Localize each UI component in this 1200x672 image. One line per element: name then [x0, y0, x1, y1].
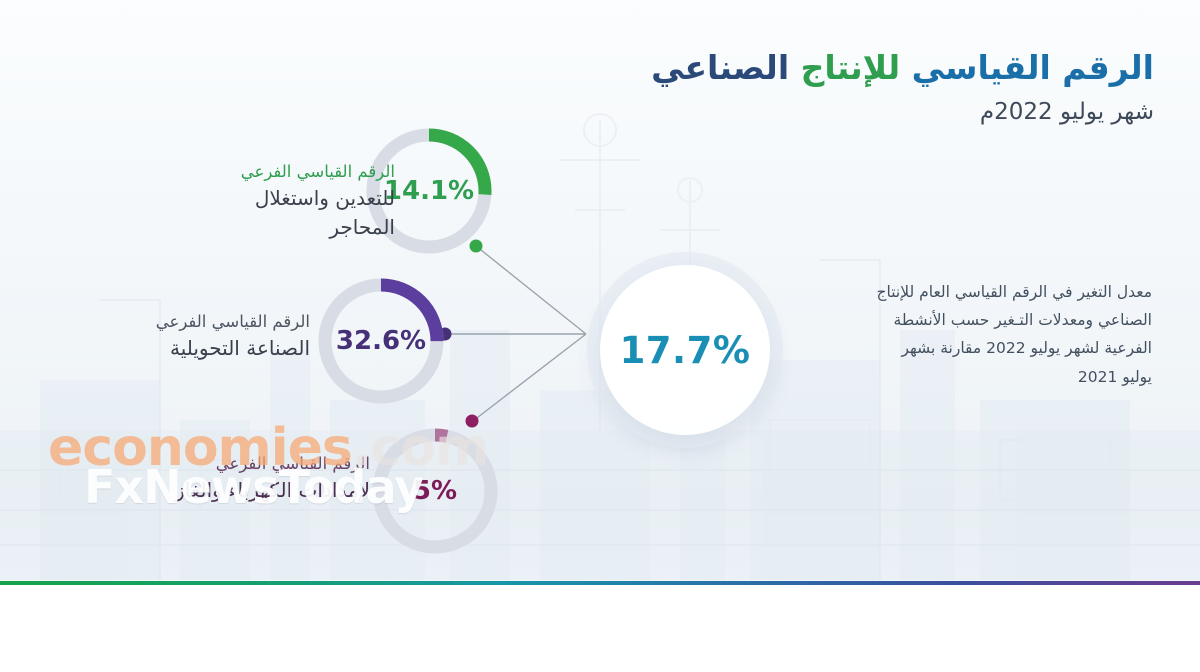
page-title: الرقم القياسي للإنتاج الصناعي: [651, 48, 1154, 88]
main-metric-value: 17.7%: [619, 328, 751, 372]
label-manufacturing: الرقم القياسي الفرعي الصناعة التحويلية: [95, 310, 310, 363]
header: الرقم القياسي للإنتاج الصناعي شهر يوليو …: [651, 48, 1154, 125]
main-metric-circle: 17.7%: [600, 265, 770, 435]
donut-arc-manufacturing: [318, 278, 444, 404]
label-mining-line3: المحاجر: [329, 214, 395, 239]
page-subtitle: شهر يوليو 2022م: [979, 99, 1154, 126]
donut-arc-mining: [366, 128, 492, 254]
label-mining-line2: للتعدين واستغلال: [254, 185, 395, 210]
footer: @Stats_Saudi f stats.saudi in Gastat: [0, 585, 1200, 672]
donut-value-mining: 14.1%: [383, 176, 475, 206]
label-utilities-line1: الرقم القياسي الفرعي: [215, 454, 370, 473]
title-part-1: الرقم القياسي: [911, 48, 1154, 87]
label-utilities-line2: لإمدادات الكهرباء والغاز: [175, 477, 370, 502]
donut-chart-mining: 14.1%: [360, 122, 498, 260]
label-manufacturing-line1: الرقم القياسي الفرعي: [155, 312, 310, 331]
donut-chart-manufacturing: 32.6%: [312, 272, 450, 410]
label-utilities: الرقم القياسي الفرعي لإمدادات الكهرباء و…: [80, 452, 370, 505]
label-manufacturing-line2: الصناعة التحويلية: [169, 335, 310, 360]
footer-divider: [0, 581, 1200, 585]
title-part-3: الصناعي: [651, 48, 790, 87]
donut-chart-utilities: 5%: [366, 422, 504, 560]
donut-arc-utilities: [372, 428, 498, 554]
label-mining: الرقم القياسي الفرعي للتعدين واستغلال ال…: [195, 160, 395, 242]
donut-value-utilities: 5%: [412, 476, 458, 506]
donut-value-manufacturing: 32.6%: [335, 326, 427, 356]
description-text: معدل التغير في الرقم القياسي العام للإنت…: [876, 283, 1152, 386]
title-part-2: للإنتاج: [800, 48, 901, 87]
label-mining-line1: الرقم القياسي الفرعي: [240, 162, 395, 181]
